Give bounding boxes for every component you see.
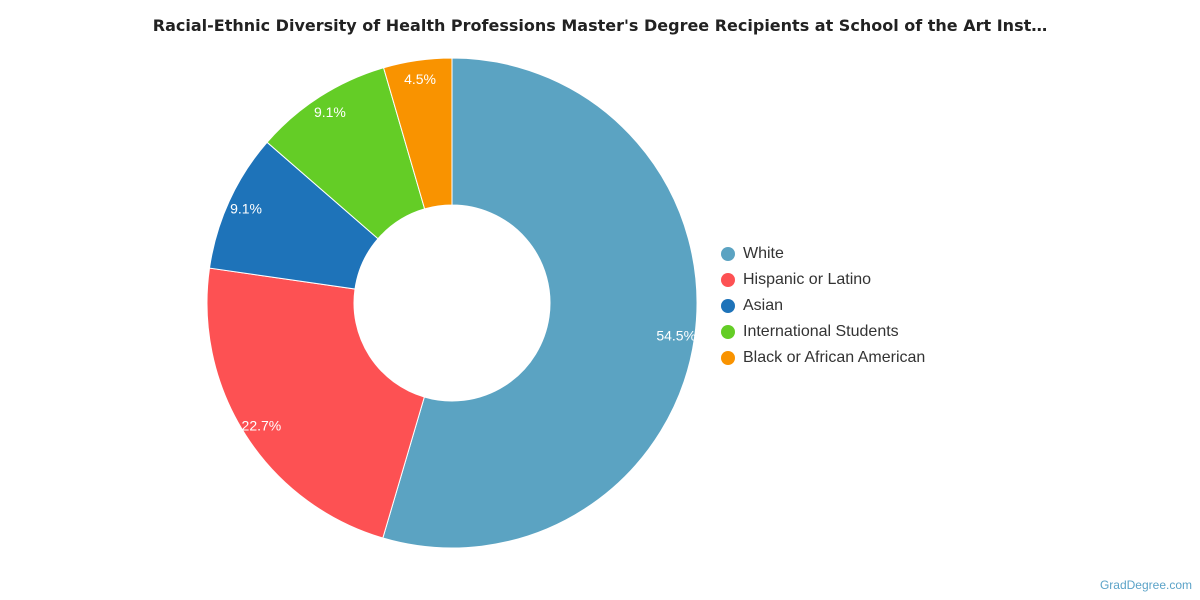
legend-swatch-white: [721, 247, 735, 261]
legend-swatch-international-students: [721, 325, 735, 339]
legend-swatch-black-or-african-american: [721, 351, 735, 365]
donut-slice-hispanic-or-latino[interactable]: [206, 267, 425, 539]
legend-label-asian: Asian: [743, 297, 784, 314]
slice-label-black-or-african-american: 4.5%: [404, 71, 436, 87]
slice-label-international-students: 9.1%: [314, 104, 346, 120]
legend-item-black-or-african-american[interactable]: Black or African American: [721, 345, 925, 371]
legend-label-white: White: [743, 245, 784, 262]
legend-item-white[interactable]: White: [721, 241, 925, 267]
donut-slice-black-or-african-american[interactable]: [382, 57, 453, 210]
legend-item-asian[interactable]: Asian: [721, 293, 925, 319]
donut-slice-white[interactable]: [382, 57, 698, 549]
legend-label-black-or-african-american: Black or African American: [743, 349, 926, 366]
legend-swatch-hispanic-or-latino: [721, 273, 735, 287]
legend-item-hispanic-or-latino[interactable]: Hispanic or Latino: [721, 267, 925, 293]
chart-legend: White Hispanic or Latino Asian Internationa…: [721, 241, 925, 371]
legend-label-international-students: International Students: [743, 323, 899, 340]
legend-swatch-asian: [721, 299, 735, 313]
slice-label-asian: 9.1%: [230, 201, 262, 217]
slice-label-hispanic-or-latino: 22.7%: [242, 417, 282, 433]
legend-label-hispanic-or-latino: Hispanic or Latino: [743, 271, 872, 288]
slice-label-white: 54.5%: [656, 327, 696, 343]
chart-title: Racial-Ethnic Diversity of Health Profes…: [152, 16, 1048, 35]
source-credit[interactable]: GradDegree.com: [1099, 578, 1192, 592]
legend-item-international-students[interactable]: International Students: [721, 319, 925, 345]
